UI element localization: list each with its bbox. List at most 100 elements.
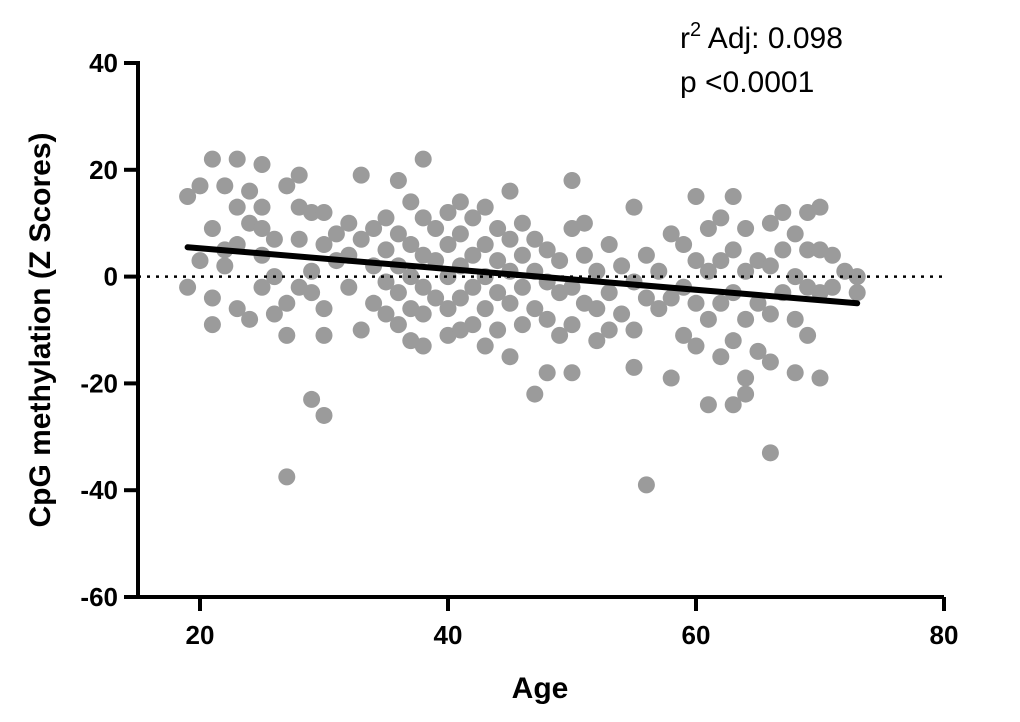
data-point xyxy=(414,278,432,296)
data-point xyxy=(253,155,271,173)
y-tick-label: 0 xyxy=(104,262,118,292)
data-point xyxy=(749,342,767,360)
data-point xyxy=(637,289,655,307)
data-point xyxy=(774,241,792,259)
data-point xyxy=(600,236,618,254)
data-point xyxy=(737,385,755,403)
x-axis-ticks: 20 40 60 80 xyxy=(186,597,958,650)
data-point xyxy=(613,305,631,323)
data-point xyxy=(253,220,271,238)
data-point xyxy=(464,209,482,227)
data-point xyxy=(699,310,717,328)
data-point xyxy=(365,294,383,312)
data-point xyxy=(687,337,705,355)
data-point xyxy=(650,262,668,280)
data-point xyxy=(352,321,370,339)
data-point xyxy=(662,289,680,307)
y-tick-label: -20 xyxy=(80,368,118,398)
data-point xyxy=(786,310,804,328)
data-point xyxy=(489,284,507,302)
data-point xyxy=(588,300,606,318)
data-point xyxy=(662,369,680,387)
data-point xyxy=(315,406,333,424)
data-point xyxy=(823,246,841,264)
data-point xyxy=(377,241,395,259)
data-point xyxy=(761,305,779,323)
data-point xyxy=(563,316,581,334)
data-point xyxy=(588,262,606,280)
data-point xyxy=(724,332,742,350)
y-axis-ticks: 40 20 0 -20 -40 -60 xyxy=(80,48,138,612)
data-point xyxy=(203,316,221,334)
data-point xyxy=(712,252,730,270)
x-tick-label: 60 xyxy=(682,620,711,650)
data-point xyxy=(513,246,531,264)
data-point xyxy=(389,225,407,243)
r2-value: Adj: 0.098 xyxy=(701,22,843,55)
data-point xyxy=(290,230,308,248)
data-point xyxy=(551,252,569,270)
data-point xyxy=(526,385,544,403)
data-point xyxy=(538,241,556,259)
data-point xyxy=(687,188,705,205)
data-point xyxy=(377,305,395,323)
data-point xyxy=(352,166,370,184)
data-point xyxy=(761,214,779,232)
data-point xyxy=(278,468,296,486)
data-point xyxy=(315,300,333,318)
data-point xyxy=(451,289,469,307)
data-point xyxy=(699,220,717,238)
data-point xyxy=(513,316,531,334)
data-point xyxy=(513,278,531,296)
data-point xyxy=(675,236,693,254)
data-point xyxy=(241,182,259,200)
data-point xyxy=(464,278,482,296)
data-point xyxy=(278,326,296,344)
data-point xyxy=(389,316,407,334)
data-point xyxy=(823,278,841,296)
data-point xyxy=(303,262,321,280)
data-point xyxy=(737,369,755,387)
data-point xyxy=(712,348,730,366)
data-point xyxy=(811,369,829,387)
data-point xyxy=(501,348,519,366)
data-point xyxy=(228,300,246,318)
data-points xyxy=(179,150,866,494)
data-point xyxy=(427,289,445,307)
data-point xyxy=(203,150,221,168)
data-point xyxy=(749,294,767,312)
p-value-annotation: p <0.0001 xyxy=(680,66,814,99)
x-tick-label: 20 xyxy=(186,620,215,650)
y-tick-label: -60 xyxy=(80,582,118,612)
data-point xyxy=(600,284,618,302)
data-point xyxy=(600,321,618,339)
data-point xyxy=(637,476,655,494)
data-point xyxy=(179,278,197,296)
data-point xyxy=(476,236,494,254)
data-point xyxy=(724,188,742,205)
data-point xyxy=(637,246,655,264)
data-point xyxy=(439,300,457,318)
data-point xyxy=(501,182,519,200)
data-point xyxy=(303,284,321,302)
data-point xyxy=(737,220,755,238)
data-point xyxy=(203,289,221,307)
data-point xyxy=(340,214,358,232)
data-point xyxy=(402,236,420,254)
regression-line xyxy=(184,244,861,307)
data-point xyxy=(799,241,817,259)
data-point xyxy=(278,294,296,312)
data-point xyxy=(699,262,717,280)
y-axis-title: CpG methylation (Z Scores) xyxy=(24,132,57,527)
x-tick-label: 40 xyxy=(434,620,463,650)
data-point xyxy=(489,220,507,238)
data-point xyxy=(315,326,333,344)
data-point xyxy=(687,294,705,312)
data-point xyxy=(191,177,209,195)
data-point xyxy=(588,332,606,350)
data-point xyxy=(365,220,383,238)
data-point xyxy=(563,364,581,382)
data-point xyxy=(774,204,792,222)
data-point xyxy=(216,257,234,275)
